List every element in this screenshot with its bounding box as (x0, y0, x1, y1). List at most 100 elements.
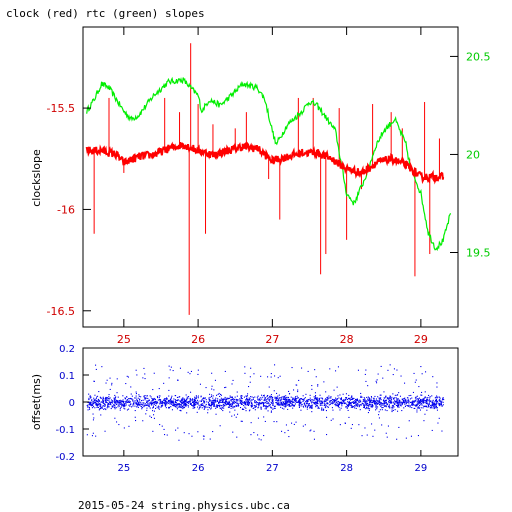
offset-point (195, 400, 197, 402)
offset-point (405, 437, 407, 439)
offset-point (195, 395, 197, 397)
offset-point (261, 401, 263, 403)
offset-point (433, 404, 435, 406)
offset-point (89, 395, 91, 397)
offset-point (373, 401, 375, 403)
offset-point (414, 404, 416, 406)
offset-point (223, 407, 225, 409)
offset-point (189, 403, 191, 405)
offset-point (432, 403, 434, 405)
offset-point (409, 406, 411, 408)
offset-point (437, 402, 439, 404)
offset-point (229, 397, 231, 399)
offset-point (109, 403, 111, 405)
offset-point (396, 401, 398, 403)
offset-point (431, 395, 433, 397)
offset-point (301, 367, 303, 369)
offset-point (118, 400, 120, 402)
offset-point (409, 398, 411, 400)
offset-point (298, 401, 300, 403)
offset-point (257, 407, 259, 409)
offset-point (159, 403, 161, 405)
offset-point (99, 405, 101, 407)
offset-point (227, 406, 229, 408)
offset-point (352, 397, 354, 399)
offset-point (252, 397, 254, 399)
offset-point (185, 398, 187, 400)
offset-point (274, 405, 276, 407)
offset-point (357, 404, 359, 406)
offset-point (176, 396, 178, 398)
offset-point (258, 398, 260, 400)
offset-point (372, 401, 374, 403)
offset-point (122, 405, 124, 407)
offset-point (342, 400, 344, 402)
offset-point (246, 403, 248, 405)
offset-point (200, 400, 202, 402)
offset-point (389, 364, 391, 366)
offset-point (152, 407, 154, 409)
offset-point (338, 397, 340, 399)
offset-point (225, 400, 227, 402)
offset-point (215, 413, 217, 415)
offset-point (420, 399, 422, 401)
offset-point (267, 398, 269, 400)
offset-point (421, 394, 423, 396)
offset-point (213, 402, 215, 404)
offset-point (320, 403, 322, 405)
offset-point (189, 373, 191, 375)
offset-point (331, 400, 333, 402)
offset-point (183, 402, 185, 404)
offset-point (311, 407, 313, 409)
offset-point (288, 404, 290, 406)
offset-point (192, 401, 194, 403)
offset-point (428, 405, 430, 407)
offset-point (139, 403, 141, 405)
offset-point (103, 399, 105, 401)
offset-point (305, 402, 307, 404)
offset-point (223, 401, 225, 403)
offset-point (260, 408, 262, 410)
offset-point (366, 396, 368, 398)
offset-point (144, 403, 146, 405)
offset-point (136, 406, 138, 408)
offset-point (170, 401, 172, 403)
offset-point (417, 400, 419, 402)
offset-point (186, 396, 188, 398)
footer-text: 2015-05-24 string.physics.ubc.ca (78, 499, 290, 512)
offset-point (180, 402, 182, 404)
offset-point (429, 396, 431, 398)
offset-point (290, 399, 292, 401)
offset-point (175, 402, 177, 404)
offset-point (370, 399, 372, 401)
offset-point (274, 397, 276, 399)
offset-point (410, 435, 412, 437)
offset-point (399, 404, 401, 406)
offset-point (156, 395, 158, 397)
offset-point (282, 396, 284, 398)
offset-point (313, 403, 315, 405)
offset-point (360, 395, 362, 397)
offset-point (178, 406, 180, 408)
offset-point (257, 398, 259, 400)
offset-point (309, 394, 311, 396)
offset-point (240, 397, 242, 399)
offset-point (368, 399, 370, 401)
offset-point (234, 396, 236, 398)
offset-point (183, 404, 185, 406)
offset-point (374, 429, 376, 431)
offset-point (150, 401, 152, 403)
offset-point (98, 400, 100, 402)
offset-point (205, 399, 207, 401)
offset-point (187, 402, 189, 404)
offset-point (141, 400, 143, 402)
offset-point (241, 400, 243, 402)
offset-point (233, 402, 235, 404)
offset-point (389, 407, 391, 409)
offset-point (283, 403, 285, 405)
offset-point (368, 405, 370, 407)
offset-point (278, 403, 280, 405)
offset-point (302, 395, 304, 397)
offset-point (356, 398, 358, 400)
offset-point (339, 424, 341, 426)
